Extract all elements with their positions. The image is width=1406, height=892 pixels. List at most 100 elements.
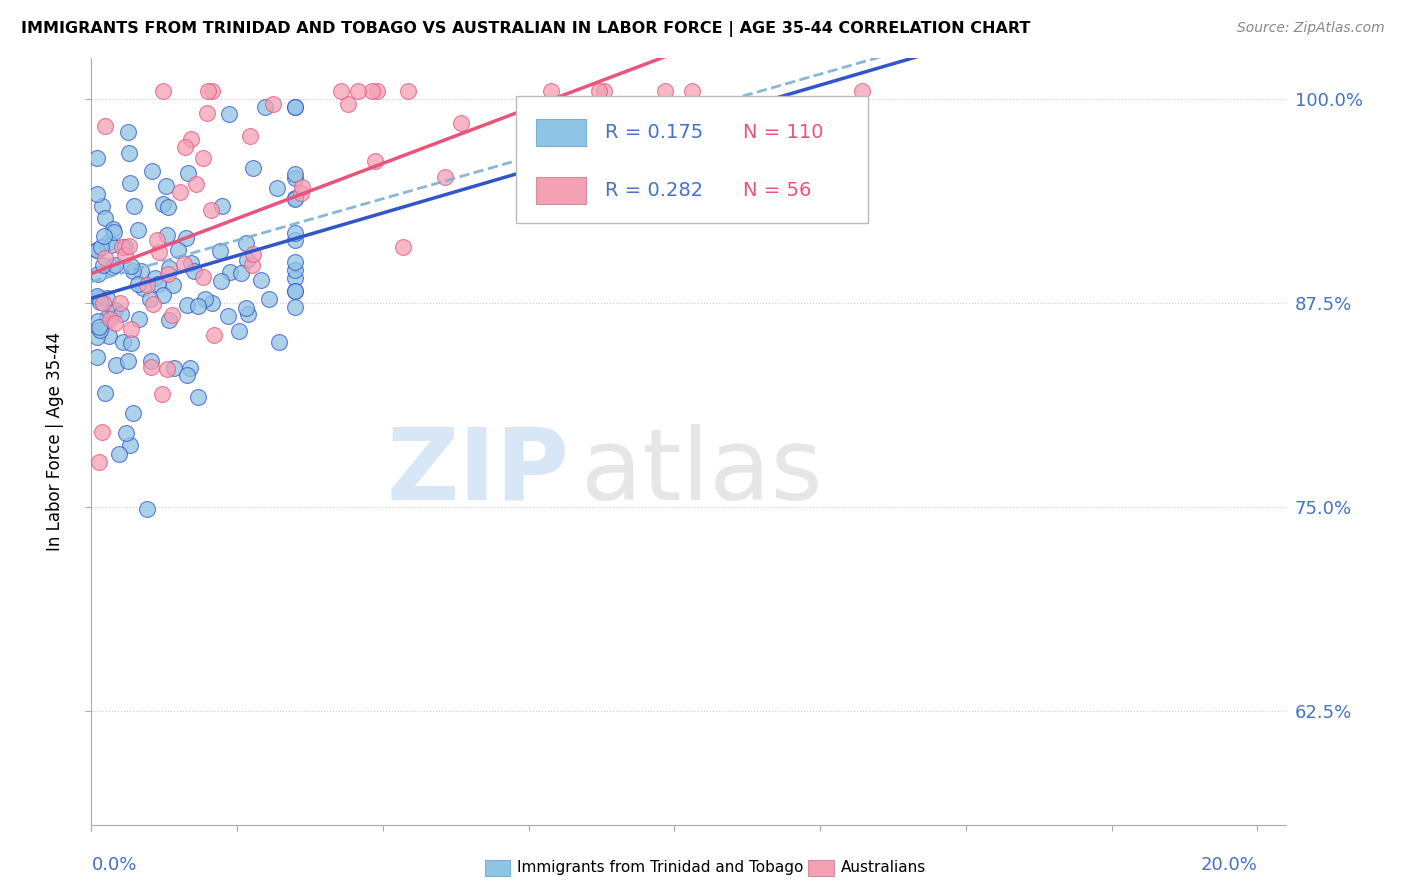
Point — [157, 201, 180, 215]
Point — [101, 260, 124, 275]
Point — [143, 271, 166, 285]
Point — [86, 243, 108, 257]
Point — [284, 167, 307, 181]
Point — [366, 84, 388, 98]
Point — [91, 199, 114, 213]
Point — [157, 260, 180, 275]
Bar — [536, 178, 586, 204]
Point — [160, 308, 183, 322]
Point — [218, 107, 240, 121]
Point — [329, 84, 352, 98]
Point — [180, 256, 202, 270]
Point — [654, 84, 676, 98]
Point — [90, 240, 112, 254]
Point — [851, 84, 873, 98]
Point — [86, 351, 108, 365]
Point — [122, 199, 145, 213]
Point — [118, 145, 141, 160]
Point — [250, 272, 273, 286]
Point — [253, 100, 276, 114]
Point — [87, 291, 110, 305]
Text: Australians: Australians — [841, 861, 927, 875]
Text: atlas: atlas — [582, 424, 823, 521]
Point — [262, 97, 284, 112]
Point — [593, 84, 616, 98]
Point — [187, 390, 209, 404]
Point — [235, 301, 257, 315]
FancyBboxPatch shape — [516, 96, 868, 223]
Point — [104, 316, 127, 330]
Point — [235, 252, 257, 267]
Point — [162, 278, 184, 293]
Point — [121, 407, 143, 421]
Point — [156, 267, 179, 281]
Point — [86, 289, 108, 303]
Point — [163, 360, 186, 375]
Point — [94, 211, 117, 225]
Point — [96, 291, 118, 305]
Point — [392, 240, 415, 254]
Point — [86, 187, 108, 202]
Point — [86, 330, 108, 344]
Point — [101, 222, 124, 236]
Point — [132, 281, 155, 295]
Text: 20.0%: 20.0% — [1201, 855, 1257, 874]
Point — [86, 244, 108, 258]
Text: IMMIGRANTS FROM TRINIDAD AND TOBAGO VS AUSTRALIAN IN LABOR FORCE | AGE 35-44 COR: IMMIGRANTS FROM TRINIDAD AND TOBAGO VS A… — [21, 21, 1031, 37]
Point — [141, 164, 163, 178]
Point — [152, 196, 174, 211]
Point — [588, 84, 610, 98]
Point — [136, 278, 159, 293]
Point — [101, 306, 124, 320]
Point — [108, 296, 131, 310]
Point — [169, 185, 191, 199]
Point — [228, 324, 250, 338]
Point — [433, 169, 456, 184]
Point — [94, 386, 117, 401]
Point — [202, 328, 225, 343]
Point — [159, 313, 181, 327]
Point — [347, 84, 370, 98]
Point — [139, 292, 162, 306]
Point — [194, 293, 217, 307]
Point — [284, 300, 307, 314]
Point — [284, 191, 307, 205]
Point — [89, 323, 111, 337]
Point — [266, 181, 288, 195]
Point — [128, 312, 150, 326]
Point — [156, 361, 179, 376]
Point — [86, 268, 108, 282]
Point — [166, 243, 188, 257]
Point — [240, 258, 263, 272]
Text: ZIP: ZIP — [387, 424, 569, 521]
Text: 0.0%: 0.0% — [91, 855, 136, 874]
Point — [209, 244, 232, 259]
Point — [184, 177, 207, 191]
Point — [176, 368, 198, 383]
Point — [201, 84, 224, 98]
Point — [94, 119, 117, 133]
Point — [121, 264, 143, 278]
Point — [174, 231, 197, 245]
Point — [360, 84, 382, 98]
Point — [152, 84, 174, 98]
Point — [105, 358, 128, 372]
Point — [284, 255, 307, 269]
Point — [231, 266, 253, 280]
Text: Source: ZipAtlas.com: Source: ZipAtlas.com — [1237, 21, 1385, 35]
Point — [291, 180, 314, 194]
Point — [93, 229, 115, 244]
Point — [176, 298, 198, 312]
Point — [150, 386, 173, 401]
Point — [218, 265, 240, 279]
Point — [96, 311, 118, 326]
Point — [195, 106, 218, 120]
Point — [284, 100, 307, 114]
Point — [117, 354, 139, 368]
Point — [142, 296, 165, 310]
Point — [284, 193, 307, 207]
Point — [135, 501, 157, 516]
Point — [235, 235, 257, 250]
Point — [193, 270, 215, 285]
Point — [180, 132, 202, 146]
